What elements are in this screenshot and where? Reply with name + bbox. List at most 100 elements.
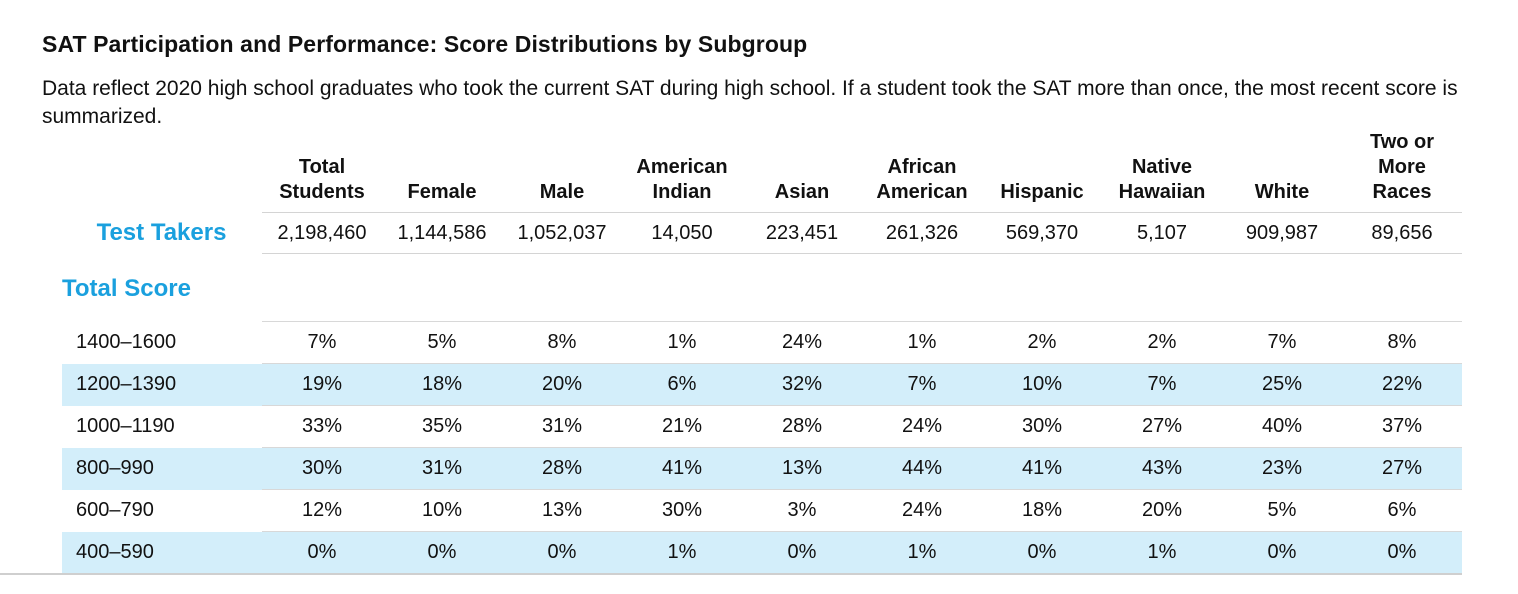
total-score-spacer — [262, 254, 1462, 322]
score-percent-cell: 35% — [382, 405, 502, 448]
score-percent-cell: 27% — [1102, 405, 1222, 448]
test-takers-row: Test Takers 2,198,460 1,144,586 1,052,037 1… — [0, 212, 1462, 254]
score-percent-cell: 41% — [622, 447, 742, 490]
score-percent-cell: 8% — [1342, 321, 1462, 364]
score-percent-cell: 31% — [382, 447, 502, 490]
score-range-label: 800–990 — [0, 447, 262, 490]
score-percent-cell: 10% — [982, 363, 1102, 406]
column-header-line: African — [887, 156, 957, 178]
test-takers-cell: 1,144,586 — [382, 212, 502, 254]
score-percent-cell: 8% — [502, 321, 622, 364]
score-percent-cell: 0% — [1342, 531, 1462, 575]
column-header: Female — [382, 120, 502, 213]
score-percent-cell: 1% — [1102, 531, 1222, 575]
score-percent-cell: 0% — [982, 531, 1102, 575]
score-percent-cell: 3% — [742, 489, 862, 532]
column-header-line: Students — [279, 181, 365, 203]
score-percent-cell: 2% — [1102, 321, 1222, 364]
test-takers-cell: 1,052,037 — [502, 212, 622, 254]
column-header: Native Hawaiian — [1102, 120, 1222, 213]
score-percent-cell: 18% — [982, 489, 1102, 532]
score-percent-cell: 1% — [862, 321, 982, 364]
column-header-line: American — [876, 181, 968, 203]
score-percent-cell: 2% — [982, 321, 1102, 364]
score-percent-cell: 12% — [262, 489, 382, 532]
column-header-line: Male — [539, 181, 585, 203]
score-range-label: 1200–1390 — [0, 363, 262, 406]
test-takers-cell: 2,198,460 — [262, 212, 382, 254]
score-row: 1200–1390 19% 18% 20% 6% 32% 7% 10% 7% 25% 22% — [0, 363, 1462, 406]
column-header-line: White — [1254, 181, 1310, 203]
test-takers-cell: 89,656 — [1342, 212, 1462, 254]
score-range-label: 600–790 — [0, 490, 262, 532]
report-description: Data reflect 2020 high school graduates … — [42, 77, 1458, 128]
score-percent-cell: 30% — [622, 489, 742, 532]
column-header-line: Asian — [774, 181, 830, 203]
column-header-line: Hawaiian — [1118, 181, 1206, 203]
row-label-header — [0, 120, 262, 213]
score-percent-cell: 23% — [1222, 447, 1342, 490]
score-percent-cell: 43% — [1102, 447, 1222, 490]
score-percent-cell: 1% — [862, 531, 982, 575]
column-header: African American — [862, 120, 982, 213]
score-percent-cell: 6% — [622, 363, 742, 406]
column-header-line: Hispanic — [1000, 181, 1084, 203]
score-percent-cell: 21% — [622, 405, 742, 448]
score-percent-cell: 31% — [502, 405, 622, 448]
column-header-line: More — [1378, 156, 1426, 178]
column-header-line: Total — [298, 156, 346, 178]
test-takers-cell: 261,326 — [862, 212, 982, 254]
score-percent-cell: 1% — [622, 321, 742, 364]
score-percent-cell: 6% — [1342, 489, 1462, 532]
score-percent-cell: 24% — [742, 321, 862, 364]
score-percent-cell: 44% — [862, 447, 982, 490]
score-percent-cell: 18% — [382, 363, 502, 406]
score-percent-cell: 10% — [382, 489, 502, 532]
column-header-line: Two or — [1369, 131, 1435, 153]
column-header-line: Female — [407, 181, 477, 203]
score-percent-cell: 7% — [1102, 363, 1222, 406]
column-header: Male — [502, 120, 622, 213]
total-score-heading-row: Total Score — [0, 254, 1462, 322]
score-percent-cell: 30% — [262, 447, 382, 490]
score-percent-cell: 13% — [742, 447, 862, 490]
score-distribution-table: Total Students Female Male American Indian Asi… — [0, 120, 1462, 575]
column-header-line: American — [636, 156, 728, 178]
score-percent-cell: 19% — [262, 363, 382, 406]
score-percent-cell: 40% — [1222, 405, 1342, 448]
score-range-label: 1000–1190 — [0, 406, 262, 448]
column-header: Hispanic — [982, 120, 1102, 213]
score-percent-cell: 22% — [1342, 363, 1462, 406]
test-takers-cell: 14,050 — [622, 212, 742, 254]
score-percent-cell: 24% — [862, 489, 982, 532]
score-percent-cell: 0% — [502, 531, 622, 575]
column-header: Asian — [742, 120, 862, 213]
score-percent-cell: 13% — [502, 489, 622, 532]
score-percent-cell: 41% — [982, 447, 1102, 490]
score-percent-cell: 27% — [1342, 447, 1462, 490]
score-percent-cell: 5% — [382, 321, 502, 364]
column-header: Two or More Races — [1342, 120, 1462, 213]
score-percent-cell: 25% — [1222, 363, 1342, 406]
score-percent-cell: 32% — [742, 363, 862, 406]
score-percent-cell: 0% — [262, 531, 382, 575]
test-takers-cell: 909,987 — [1222, 212, 1342, 254]
score-range-label: 400–590 — [0, 531, 262, 575]
score-percent-cell: 28% — [742, 405, 862, 448]
score-row: 1400–1600 7% 5% 8% 1% 24% 1% 2% 2% 7% 8% — [0, 321, 1462, 364]
column-header: American Indian — [622, 120, 742, 213]
score-percent-cell: 20% — [1102, 489, 1222, 532]
total-score-label: Total Score — [62, 274, 191, 302]
score-percent-cell: 24% — [862, 405, 982, 448]
report-title: SAT Participation and Performance: Score… — [42, 31, 808, 57]
score-percent-cell: 7% — [862, 363, 982, 406]
score-percent-cell: 28% — [502, 447, 622, 490]
score-percent-cell: 37% — [1342, 405, 1462, 448]
score-range-label: 1400–1600 — [0, 322, 262, 364]
score-percent-cell: 20% — [502, 363, 622, 406]
score-percent-cell: 0% — [1222, 531, 1342, 575]
score-percent-cell: 7% — [1222, 321, 1342, 364]
test-takers-cell: 223,451 — [742, 212, 862, 254]
column-header-line: Races — [1372, 181, 1432, 203]
score-row: 400–590 0% 0% 0% 1% 0% 1% 0% 1% 0% 0% — [0, 531, 1462, 575]
